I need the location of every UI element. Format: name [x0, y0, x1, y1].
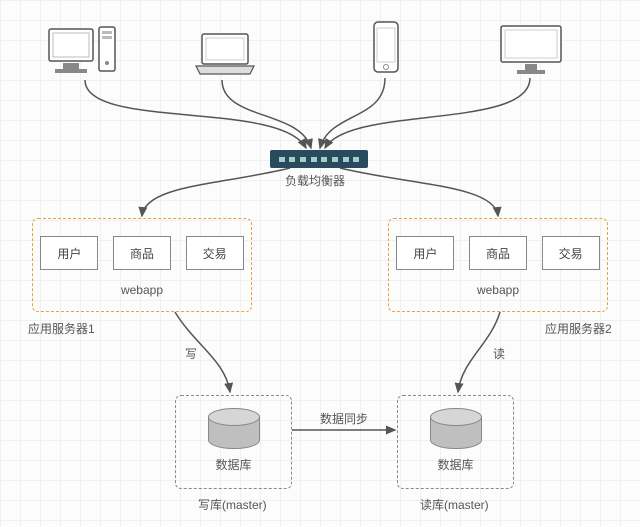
- write-db-box: 数据库: [175, 395, 292, 489]
- app-server-1-box: 用户 商品 交易 webapp: [32, 218, 252, 312]
- load-balancer-label: 负载均衡器: [285, 172, 345, 189]
- read-edge-label: 读: [493, 345, 505, 362]
- monitor-icon: [495, 22, 567, 83]
- module-product: 商品: [113, 236, 171, 270]
- database-label-read: 数据库: [398, 456, 513, 473]
- load-balancer-icon: [270, 150, 368, 168]
- write-master-label: 写库(master): [198, 496, 267, 513]
- database-label-write: 数据库: [176, 456, 291, 473]
- pc-tower-icon: [45, 25, 120, 85]
- module-trade-2: 交易: [542, 236, 600, 270]
- write-edge-label: 写: [185, 345, 197, 362]
- laptop-icon: [190, 30, 260, 85]
- database-icon-write: [208, 408, 258, 448]
- module-product-2: 商品: [469, 236, 527, 270]
- webapp-label-1: webapp: [33, 283, 251, 297]
- read-master-label: 读库(master): [420, 496, 489, 513]
- app-server-2-box: 用户 商品 交易 webapp: [388, 218, 608, 312]
- module-user: 用户: [40, 236, 98, 270]
- read-db-box: 数据库: [397, 395, 514, 489]
- data-sync-label: 数据同步: [320, 410, 368, 427]
- app-server-1-label: 应用服务器1: [28, 320, 95, 337]
- webapp-label-2: webapp: [389, 283, 607, 297]
- module-trade: 交易: [186, 236, 244, 270]
- app-server-2-label: 应用服务器2: [545, 320, 612, 337]
- diagram-canvas: 负载均衡器 用户 商品 交易 webapp 应用服务器1 用户 商品 交易 we…: [0, 0, 640, 527]
- phone-icon: [370, 20, 402, 81]
- module-user-2: 用户: [396, 236, 454, 270]
- database-icon-read: [430, 408, 480, 448]
